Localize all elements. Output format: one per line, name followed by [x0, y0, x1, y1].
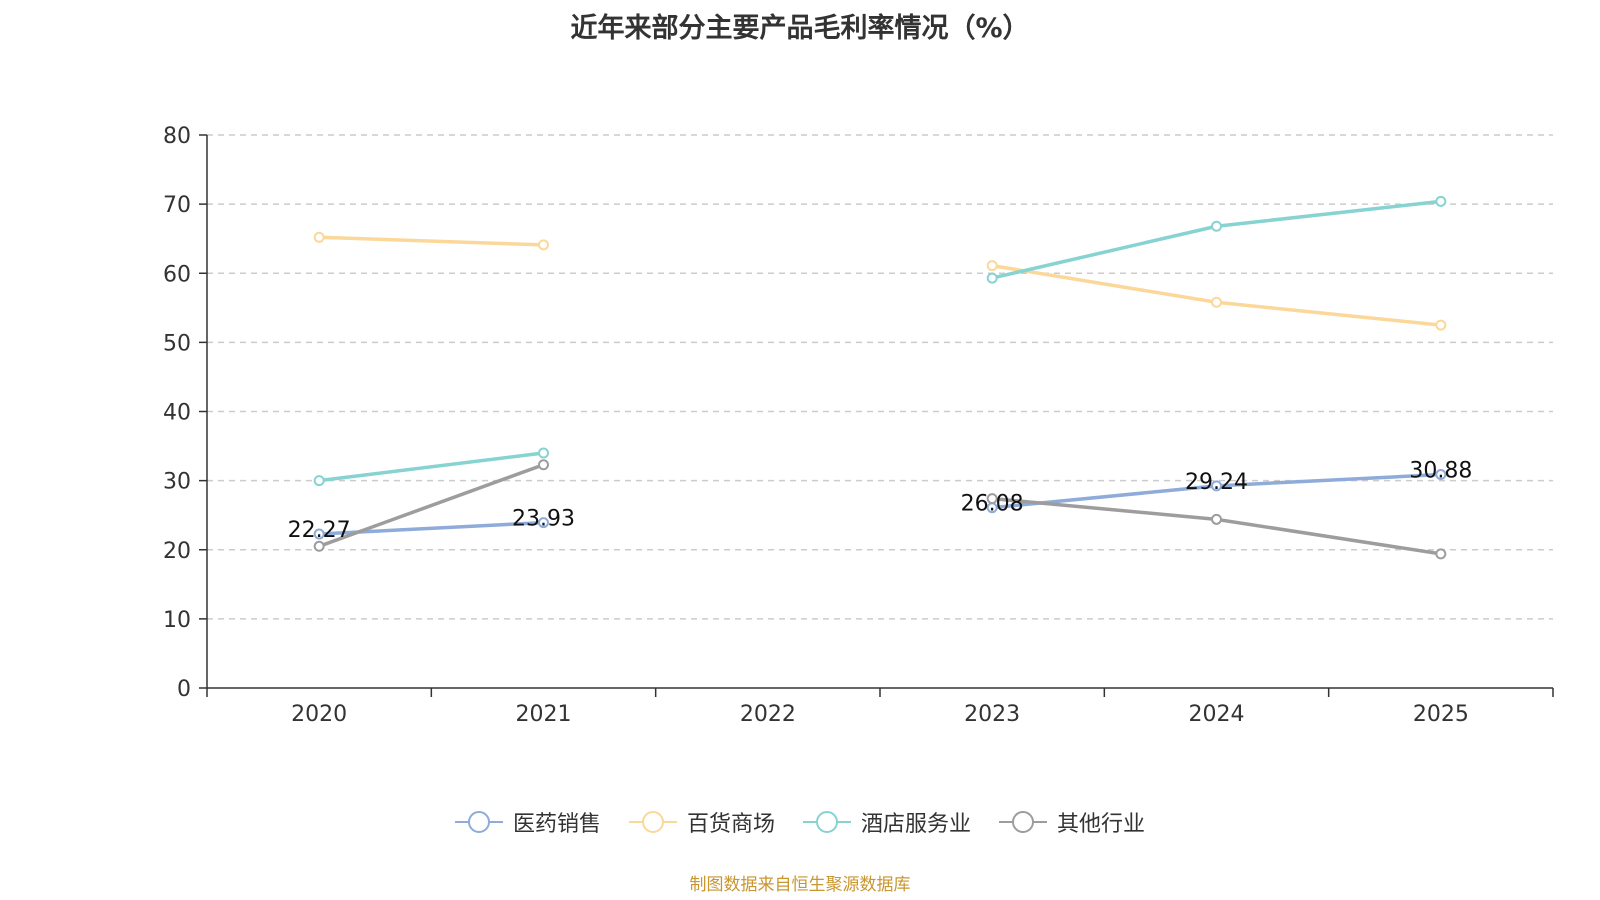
source-note: 制图数据来自恒生聚源数据库 — [689, 875, 911, 895]
data-point[interactable] — [1435, 195, 1447, 207]
chart-title: 近年来部分主要产品毛利率情况（%） — [570, 13, 1030, 44]
legend-swatch-icon — [999, 811, 1048, 833]
data-point[interactable] — [538, 459, 549, 471]
data-point[interactable] — [1211, 296, 1222, 308]
y-tick-label: 0 — [177, 677, 191, 702]
data-point[interactable] — [1435, 548, 1447, 560]
data-point[interactable] — [313, 475, 325, 487]
data-label: 30.88 — [1409, 459, 1472, 484]
data-point[interactable] — [313, 231, 325, 243]
y-tick-label: 20 — [163, 539, 191, 564]
x-tick-label: 2023 — [964, 702, 1020, 727]
series-line — [991, 199, 1442, 280]
legend-label: 酒店服务业 — [861, 812, 972, 837]
series-4 — [313, 459, 1447, 560]
legend-item[interactable]: 医药销售 — [454, 806, 601, 838]
legend-swatch-icon — [454, 811, 503, 833]
legend-item[interactable]: 其他行业 — [999, 806, 1145, 838]
series-2 — [313, 231, 1447, 331]
legend-swatch-icon — [628, 811, 677, 833]
x-tick-label: 2022 — [740, 702, 796, 727]
data-point[interactable] — [986, 272, 998, 284]
y-tick-label: 60 — [163, 262, 191, 287]
data-point[interactable] — [538, 517, 549, 529]
legend-label: 其他行业 — [1057, 812, 1146, 837]
data-label: 22.27 — [288, 518, 351, 543]
y-tick-label: 30 — [163, 470, 191, 495]
y-tick-label: 50 — [163, 331, 191, 356]
series-line — [319, 235, 544, 247]
legend-swatch-icon — [803, 811, 851, 833]
y-tick-label: 80 — [163, 124, 191, 149]
data-label: 29.24 — [1185, 470, 1248, 495]
legend-label: 医药销售 — [512, 812, 601, 837]
x-tick-label: 2021 — [516, 702, 572, 727]
legend-item[interactable]: 百货商场 — [628, 806, 775, 838]
data-point[interactable] — [1435, 319, 1447, 331]
y-tick-label: 70 — [163, 193, 191, 218]
y-tick-label: 10 — [163, 608, 191, 633]
x-tick-label: 2025 — [1413, 702, 1469, 727]
y-tick-label: 40 — [163, 401, 191, 426]
x-tick-label: 2020 — [291, 702, 347, 727]
data-point[interactable] — [1211, 513, 1222, 525]
data-point[interactable] — [538, 239, 549, 251]
series-line — [318, 451, 544, 483]
data-point[interactable] — [986, 493, 998, 505]
data-point[interactable] — [1435, 469, 1447, 481]
series-line — [992, 496, 1442, 556]
data-label: 26.08 — [961, 492, 1024, 517]
data-point[interactable] — [313, 540, 325, 552]
data-point[interactable] — [986, 260, 998, 272]
data-point[interactable] — [1211, 480, 1222, 492]
data-label: 23.93 — [512, 507, 575, 532]
legend: 医药销售 百货商场 酒店服务业 其他行业 — [0, 806, 1600, 838]
data-point[interactable] — [538, 447, 549, 459]
series-line — [991, 263, 1442, 327]
data-point[interactable] — [313, 528, 325, 540]
legend-item[interactable]: 酒店服务业 — [803, 806, 971, 838]
legend-label: 百货商场 — [686, 812, 775, 837]
series-3 — [313, 195, 1447, 487]
series-line — [318, 463, 545, 548]
data-point[interactable] — [1211, 220, 1222, 232]
x-tick-label: 2024 — [1189, 702, 1245, 727]
